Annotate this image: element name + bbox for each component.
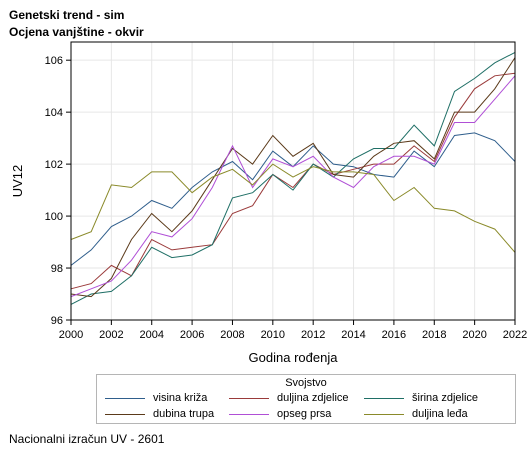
chart-title: Genetski trend - sim: [9, 8, 125, 22]
x-tick-label: 2012: [301, 329, 325, 341]
x-tick-label: 2008: [220, 329, 244, 341]
series-lines: [70, 51, 516, 305]
x-tick-label: 2000: [59, 329, 83, 341]
legend-title: Svojstvo: [285, 377, 327, 389]
series-line-duljina-zdjelice: [70, 72, 516, 290]
y-tick-label: 104: [45, 107, 63, 119]
y-tick-label: 96: [51, 315, 63, 327]
legend-item: duljina leđa: [364, 408, 468, 420]
plot-frame: [70, 41, 516, 321]
y-tick-label: 100: [45, 211, 63, 223]
x-tick-label: 2022: [503, 329, 527, 341]
x-tick-label: 2014: [341, 329, 365, 341]
legend-label: širina zdjelice: [412, 392, 479, 404]
y-tick-label: 102: [45, 159, 63, 171]
y-tick-label: 98: [51, 263, 63, 275]
legend-swatch: [105, 397, 145, 399]
y-axis-ticks: 96 98 100 102 104 106: [45, 55, 71, 327]
x-tick-label: 2016: [382, 329, 406, 341]
x-tick-label: 2006: [180, 329, 204, 341]
legend-swatch: [364, 413, 404, 415]
x-axis-label: Godina rođenja: [249, 350, 339, 365]
legend-label: opseg prsa: [277, 408, 332, 420]
x-tick-label: 2010: [261, 329, 285, 341]
legend-item: dubina trupa: [105, 408, 214, 420]
x-axis-ticks: 2000 2002 2004 2006 2008 2010 2012 2014 2016 2018…: [59, 320, 527, 341]
legend-label: duljina leđa: [412, 408, 468, 420]
y-axis-label: UV12: [10, 165, 25, 198]
legend-label: visina križa: [153, 392, 208, 404]
x-tick-label: 2020: [462, 329, 486, 341]
legend-swatch: [105, 413, 145, 415]
chart-subtitle: Ocjena vanjštine - okvir: [9, 25, 144, 39]
legend-item: širina zdjelice: [364, 392, 478, 404]
legend-item: opseg prsa: [229, 408, 331, 420]
x-tick-label: 2002: [99, 329, 123, 341]
series-line-visina: [70, 132, 516, 266]
line-chart: 2000 2002 2004 2006 2008 2010 2012 2014 2016 2018…: [10, 41, 527, 365]
legend-label: duljina zdjelice: [277, 392, 349, 404]
footnote: Nacionalni izračun UV - 2601: [9, 432, 165, 446]
x-tick-label: 2004: [139, 329, 163, 341]
legend-swatch: [364, 397, 404, 399]
grid: [70, 42, 516, 321]
legend-label: dubina trupa: [153, 408, 215, 420]
legend-swatch: [229, 397, 269, 399]
y-tick-label: 106: [45, 55, 63, 67]
x-tick-label: 2018: [422, 329, 446, 341]
series-line-dubina-trupa: [70, 57, 516, 298]
legend-swatch: [229, 413, 269, 415]
legend-item: visina križa: [105, 392, 207, 404]
legend: Svojstvo visina križa duljina zdjelice šir…: [96, 374, 516, 424]
series-line-duljina-leda: [70, 163, 516, 253]
legend-item: duljina zdjelice: [229, 392, 349, 404]
series-line-opseg-prsa: [70, 75, 516, 298]
series-line-sirina-zdjelice: [70, 51, 516, 305]
